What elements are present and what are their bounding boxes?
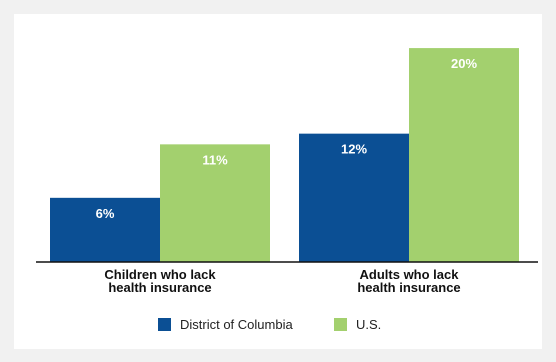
legend-label-dc: District of Columbia xyxy=(180,317,293,332)
bar-value-label: 20% xyxy=(451,56,477,71)
legend-swatch-dc xyxy=(158,318,171,331)
bar-value-label: 11% xyxy=(202,152,228,167)
bar-labels-group: 6% 11% 12% 20% xyxy=(96,56,478,221)
category-label: Children who lack xyxy=(104,267,216,282)
category-label: health insurance xyxy=(108,280,211,295)
category-label: Adults who lack xyxy=(360,267,460,282)
category-label: health insurance xyxy=(357,280,460,295)
bar-dc-1 xyxy=(299,133,409,262)
bars-group xyxy=(50,48,519,262)
bar-us-1 xyxy=(409,48,519,262)
legend-label-us: U.S. xyxy=(356,317,381,332)
legend: District of Columbia U.S. xyxy=(158,317,381,332)
bar-dc-0 xyxy=(50,197,160,262)
bar-us-0 xyxy=(160,144,270,262)
legend-swatch-us xyxy=(334,318,347,331)
bar-value-label: 12% xyxy=(341,142,367,157)
bar-value-label: 6% xyxy=(96,206,115,221)
